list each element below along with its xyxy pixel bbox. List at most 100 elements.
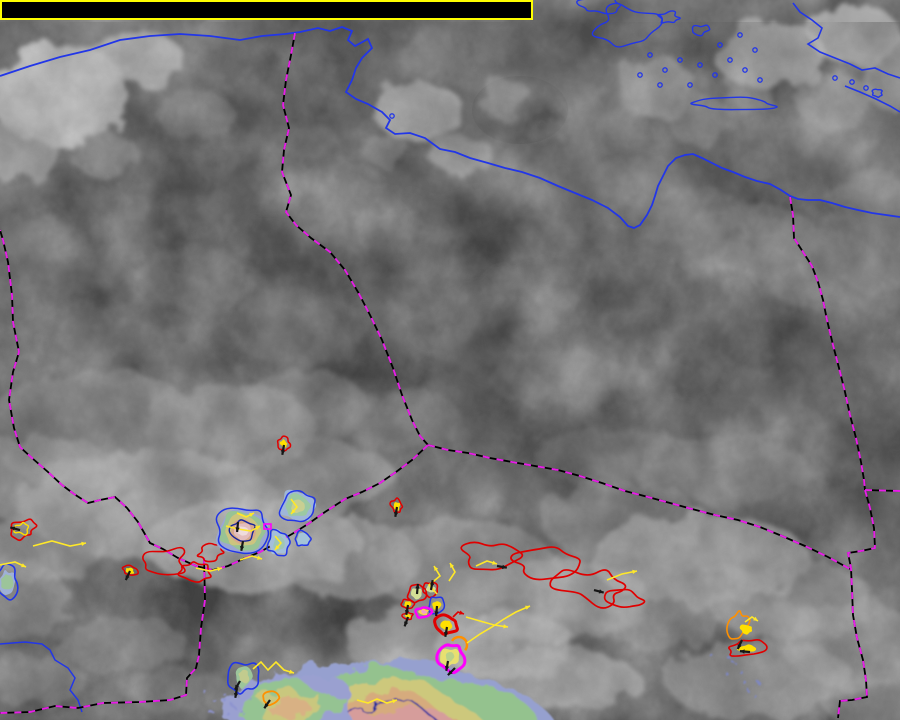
enhancement-ring <box>346 707 453 720</box>
storm-cell <box>389 497 404 514</box>
storm-cell <box>177 561 212 583</box>
island-dot <box>389 113 395 119</box>
speckle-dot <box>206 693 210 697</box>
trajectories-and-arrows <box>0 444 759 709</box>
storm-cell <box>121 564 139 576</box>
island-dot <box>687 82 693 88</box>
arrowhead <box>503 624 508 629</box>
speckle-dot <box>223 698 227 702</box>
island-dot <box>657 82 663 88</box>
arrowhead <box>392 699 397 704</box>
arrowhead <box>525 605 530 610</box>
island-dot <box>757 77 763 83</box>
cell-inner-contour <box>228 519 256 542</box>
arrowhead <box>255 526 260 531</box>
island-dot <box>742 67 748 73</box>
cell-contour <box>226 661 260 695</box>
island-dot <box>677 57 683 63</box>
cell-fill <box>125 567 135 575</box>
storm-cell <box>739 624 753 635</box>
cell-fill <box>445 651 455 663</box>
arrowhead <box>291 509 296 514</box>
trajectory-line <box>252 660 295 674</box>
convective-enhancement <box>206 655 764 720</box>
product-title: . 07 August 2017 - RDT 01:30 UTC - Image… <box>37 17 531 18</box>
arrowhead <box>492 560 497 565</box>
cell-contour <box>433 613 459 636</box>
orange-arc <box>450 635 469 651</box>
coastline-path <box>792 2 900 79</box>
island-outline <box>591 2 664 48</box>
storm-cell <box>726 610 751 640</box>
cell-fill <box>393 502 401 511</box>
trajectory-line <box>225 525 261 532</box>
cell-fill <box>296 532 310 547</box>
island-outline <box>690 96 778 111</box>
island-dot <box>832 75 838 81</box>
arrowhead <box>740 649 745 654</box>
island-outline <box>871 88 883 98</box>
country-border-dashed <box>427 444 851 570</box>
cell-contour <box>389 497 404 514</box>
storm-cell <box>294 529 312 547</box>
speckle-dot <box>735 666 739 670</box>
speckle-dot <box>760 684 764 688</box>
trajectory-line <box>606 570 638 581</box>
trajectory-line <box>356 698 398 704</box>
trajectory-line <box>427 565 442 595</box>
speckle-dot <box>727 674 731 678</box>
cell-fill <box>279 439 288 448</box>
island-dot <box>662 67 668 73</box>
coastline-path <box>844 85 900 113</box>
arrowhead <box>404 610 410 615</box>
country-border-base <box>0 229 429 571</box>
storm-cell <box>460 541 524 571</box>
arrowhead <box>598 589 604 594</box>
arrowhead <box>429 580 435 585</box>
arrowhead <box>239 546 245 551</box>
cell-fill <box>238 669 250 684</box>
arrowhead <box>233 693 239 698</box>
speckle-dot <box>243 713 247 717</box>
product-title-bar: . 07 August 2017 - RDT 01:30 UTC - Image… <box>0 0 533 20</box>
cell-contour <box>276 435 292 452</box>
speckle-dot <box>210 710 214 714</box>
speckle-dot <box>711 655 715 659</box>
cell-fill <box>404 601 412 607</box>
arrowhead <box>459 610 464 615</box>
island-dot <box>752 47 758 53</box>
cell-fill <box>432 601 442 610</box>
cell-contour <box>603 588 646 609</box>
storm-cell <box>400 598 416 610</box>
country-border-dashed <box>789 196 866 491</box>
arrowhead <box>434 566 439 571</box>
cell-contour <box>177 561 212 583</box>
arrowhead <box>280 450 286 455</box>
cell-contour <box>728 639 768 657</box>
storm-cell <box>433 613 459 636</box>
storm-cell <box>0 562 19 601</box>
storm-cell <box>262 690 281 707</box>
arrowhead <box>404 621 409 627</box>
cell-contour <box>266 528 291 557</box>
island-outline <box>691 24 711 37</box>
country-border-dashed <box>837 489 876 719</box>
arrowhead <box>275 545 280 550</box>
storm-cell <box>510 546 581 581</box>
arrowhead <box>257 555 262 560</box>
cell-contour <box>294 529 312 547</box>
cell-contour <box>422 581 439 599</box>
country-border-dashed <box>864 489 900 492</box>
cell-contour <box>0 562 19 601</box>
speckle-dot <box>740 678 744 682</box>
speckle-dot <box>222 692 226 696</box>
speckle-dot <box>729 658 733 662</box>
dark-grain <box>0 22 900 720</box>
arrowhead <box>235 527 240 532</box>
arrowhead <box>415 584 420 589</box>
speckle-dot <box>230 703 234 707</box>
island-dot <box>697 62 703 68</box>
speckle-dot <box>226 712 230 716</box>
cell-contour <box>278 490 316 523</box>
